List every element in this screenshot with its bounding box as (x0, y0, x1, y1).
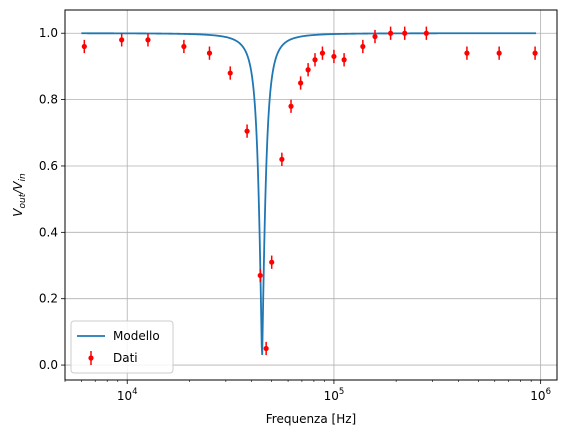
data-point (244, 128, 250, 134)
data-point (305, 67, 311, 73)
data-point (279, 156, 285, 162)
y-axis: 0.0 0.2 0.4 0.6 0.8 1.0 (39, 26, 65, 372)
data-point (402, 30, 408, 36)
x-tick-label: 106 (530, 387, 551, 403)
plot-area (65, 10, 557, 380)
legend-point-swatch (88, 355, 94, 361)
y-tick-label: 0.2 (39, 292, 58, 306)
data-point (81, 43, 87, 50)
data-point (372, 33, 378, 40)
y-tick-label: 0.4 (39, 225, 58, 239)
data-point (496, 50, 502, 56)
data-point (331, 53, 337, 60)
data-point (145, 37, 151, 43)
data-point (288, 103, 294, 109)
x-tick-label: 104 (117, 387, 138, 403)
legend-label-modello: Modello (113, 329, 160, 343)
y-tick-label: 1.0 (39, 26, 58, 40)
y-tick-label: 0.6 (39, 159, 58, 173)
data-point (312, 57, 318, 63)
data-point (206, 50, 213, 56)
legend-box (70, 320, 174, 374)
data-point (181, 43, 187, 50)
data-point (298, 80, 304, 86)
model-series (81, 32, 537, 355)
x-tick-label: 105 (324, 387, 345, 403)
data-point (227, 70, 233, 76)
data-point (263, 345, 269, 352)
data-point (269, 259, 275, 265)
x-axis-label: Frequenza [Hz] (266, 412, 356, 426)
x-axis: 104 105 106 (64, 380, 551, 403)
data-point (423, 30, 429, 36)
data-point (341, 57, 347, 63)
data-point (360, 43, 366, 50)
axes-frame (64, 9, 558, 381)
y-tick-label: 0.8 (39, 93, 58, 107)
data-point (119, 37, 125, 43)
y-tick-label: 0.0 (39, 358, 58, 372)
legend-label-dati: Dati (113, 351, 138, 365)
data-point (257, 272, 263, 279)
data-point (319, 50, 326, 56)
data-series (81, 26, 538, 356)
model-line (81, 32, 537, 355)
legend: Modello Dati (70, 320, 174, 374)
data-point (387, 30, 394, 36)
data-point (464, 50, 470, 56)
data-point (532, 50, 538, 56)
